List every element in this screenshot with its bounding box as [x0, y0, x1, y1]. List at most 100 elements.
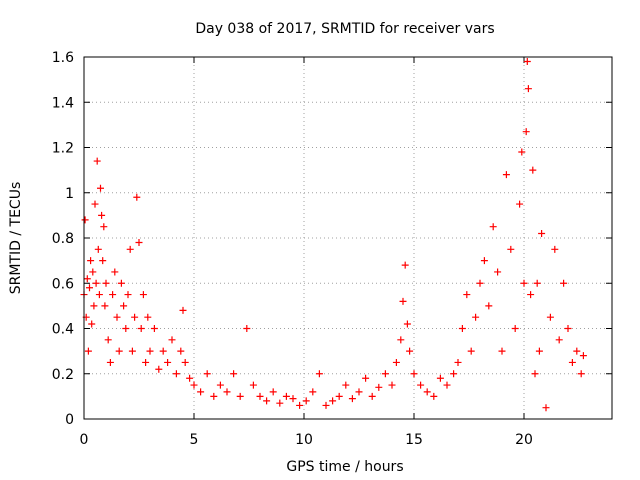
data-point [126, 245, 134, 253]
data-point [91, 200, 99, 208]
y-tick-label: 0 [65, 412, 74, 428]
data-point [144, 313, 152, 321]
data-point [511, 325, 519, 332]
data-point [197, 388, 205, 396]
data-point [399, 297, 407, 305]
data-point [403, 320, 411, 328]
y-tick-label: 1 [65, 186, 74, 202]
data-point [97, 184, 104, 192]
data-point [375, 383, 383, 391]
data-point [95, 291, 103, 299]
data-point [542, 404, 550, 412]
data-point [81, 216, 89, 224]
data-point [86, 284, 93, 292]
data-point [94, 245, 102, 253]
data-point [397, 336, 405, 344]
data-point [577, 370, 585, 378]
data-point [342, 381, 350, 389]
data-point [315, 370, 323, 378]
data-point [436, 374, 444, 382]
y-tick-label: 1.6 [52, 50, 74, 66]
data-point [551, 245, 559, 253]
data-point [269, 388, 277, 396]
data-point [122, 325, 130, 332]
points-layer [80, 58, 587, 412]
data-point [423, 388, 431, 396]
y-tick-label: 1.2 [52, 141, 74, 157]
data-point [296, 401, 304, 409]
data-point [210, 392, 218, 400]
data-point [223, 388, 231, 396]
data-point [249, 381, 257, 389]
data-point [362, 374, 370, 382]
data-point [518, 148, 526, 156]
data-point [230, 370, 238, 378]
data-point [190, 381, 198, 389]
data-point [98, 211, 106, 219]
data-point [146, 347, 154, 355]
data-point [480, 257, 488, 265]
data-point [92, 279, 100, 287]
data-point [120, 302, 128, 310]
data-point [111, 268, 119, 276]
data-point [560, 279, 568, 287]
data-point [417, 381, 425, 389]
data-point [89, 268, 97, 276]
y-tick-label: 0.2 [52, 367, 74, 383]
data-point [131, 313, 139, 321]
data-point [489, 223, 497, 231]
data-point [467, 347, 475, 355]
y-tick-label: 0.8 [52, 231, 74, 247]
data-point [289, 395, 297, 403]
data-point [564, 325, 572, 332]
data-point [90, 302, 98, 310]
data-point [117, 279, 125, 287]
data-point [243, 325, 251, 332]
data-point [535, 347, 543, 355]
x-axis-title: GPS time / hours [286, 459, 403, 475]
data-point [531, 370, 539, 378]
data-point [520, 279, 528, 287]
data-point [101, 302, 109, 310]
data-point [579, 352, 587, 360]
data-point [527, 291, 535, 299]
data-point [335, 392, 343, 400]
chart-title: Day 038 of 2017, SRMTID for receiver var… [195, 21, 494, 37]
data-point [203, 370, 211, 378]
data-point [538, 229, 546, 237]
data-point [256, 392, 264, 400]
data-point [458, 325, 466, 332]
data-point [546, 313, 554, 321]
grid-layer [84, 57, 612, 419]
data-point [443, 381, 451, 389]
data-point [179, 306, 187, 314]
data-point [472, 313, 480, 321]
data-point [533, 279, 541, 287]
data-point [529, 166, 537, 174]
data-point [309, 388, 317, 396]
data-point [348, 395, 356, 403]
data-point [524, 85, 532, 93]
data-point [99, 257, 107, 265]
x-tick-label: 15 [405, 432, 423, 448]
data-point [516, 200, 524, 208]
x-tick-label: 20 [515, 432, 533, 448]
data-point [507, 245, 515, 253]
data-point [522, 128, 530, 136]
data-point [93, 157, 101, 165]
data-point [181, 358, 189, 366]
data-point [573, 347, 581, 355]
data-point [172, 370, 180, 378]
data-point [329, 397, 337, 405]
data-point [100, 223, 108, 231]
data-point [88, 320, 96, 328]
data-point [142, 358, 150, 366]
data-point [555, 336, 563, 344]
data-point [450, 370, 458, 378]
data-point [401, 261, 409, 269]
data-point [124, 291, 132, 299]
data-point [150, 325, 158, 332]
data-point [406, 347, 414, 355]
data-point [392, 358, 400, 366]
data-point [276, 399, 284, 407]
